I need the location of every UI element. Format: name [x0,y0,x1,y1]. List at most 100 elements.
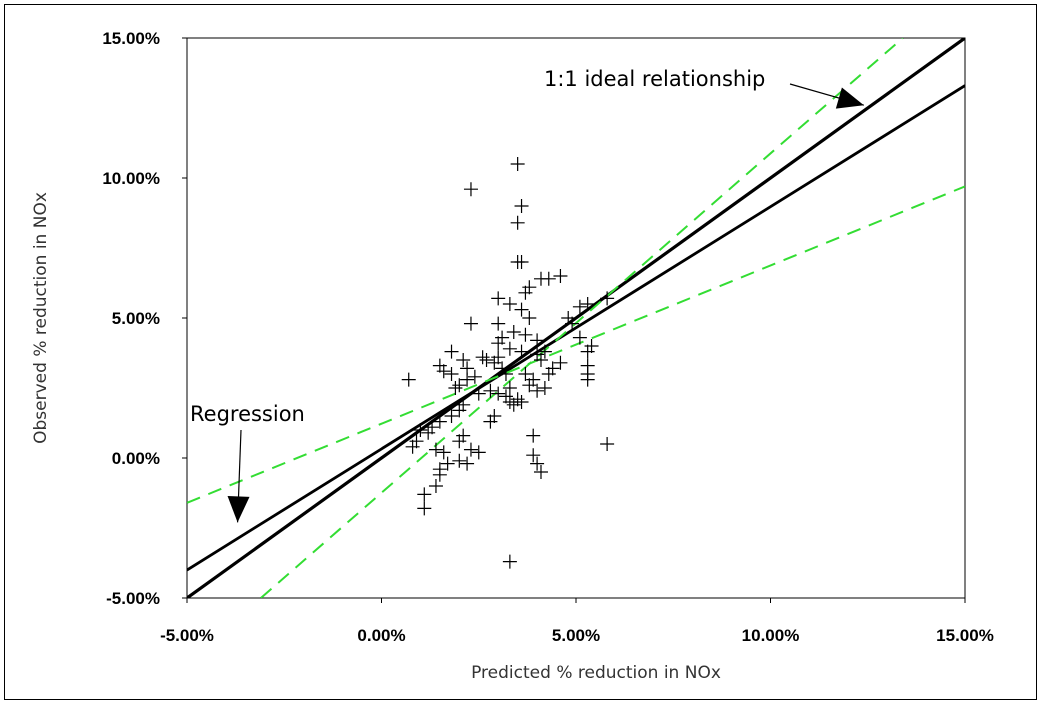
data-point [467,369,482,384]
y-tick-label: -5.00% [106,589,160,608]
y-axis-ticks: -5.00% 0.00% 5.00% 10.00% 15.00% [102,29,187,608]
data-point [417,501,432,516]
data-point [561,311,576,325]
data-point [530,347,545,362]
data-point [502,341,517,356]
data-point [432,467,447,482]
data-point [491,316,506,331]
data-point [530,333,545,348]
x-axis-title: Predicted % reduction in NOx [471,663,721,683]
points-layer [401,157,615,569]
data-point [545,361,560,376]
data-point [456,397,471,412]
data-point [510,392,525,407]
data-point [460,372,475,387]
data-point [553,355,568,370]
data-point [444,367,459,381]
data-point [452,403,467,418]
data-point [526,428,541,443]
data-point [452,453,467,468]
data-point [541,367,556,381]
data-point [522,280,537,295]
x-tick-label: 5.00% [552,626,600,645]
data-point [541,271,556,286]
data-point [495,330,510,345]
y-tick-label: 0.00% [112,449,160,468]
regression-annotation-arrowhead [227,496,250,523]
data-point [409,434,424,449]
data-point [448,381,463,395]
x-tick-label: 0.00% [357,626,405,645]
data-point [444,344,459,359]
data-point [405,439,420,454]
lines-layer [187,38,965,598]
data-point [502,297,517,311]
data-point [580,344,595,359]
data-point [487,409,502,423]
data-point [502,554,517,569]
line-regression [187,84,965,572]
data-point [463,182,478,197]
data-point [498,389,513,404]
data-point [522,378,537,393]
data-point [471,445,486,460]
data-point [460,456,475,471]
data-point [495,361,510,376]
data-point [537,344,552,359]
data-point [565,316,580,331]
x-tick-label: -5.00% [160,626,214,645]
data-point [506,325,521,339]
data-point [471,386,486,401]
data-point [463,316,478,331]
data-point [518,285,533,300]
data-point [518,367,533,381]
x-tick-label: 10.00% [742,626,800,645]
data-point [502,395,517,409]
data-point [463,442,478,457]
data-point [530,383,545,398]
line-1-1-ideal [187,38,965,598]
data-point [580,372,595,387]
data-point [580,297,595,311]
data-point [491,386,506,401]
data-point [456,353,471,367]
data-point [487,355,502,370]
data-point [572,330,587,345]
data-point [425,420,440,435]
data-point [483,414,498,429]
data-point [456,428,471,443]
data-point [452,378,467,393]
y-tick-label: 15.00% [102,29,160,48]
y-axis-title: Observed % reduction in NOx [31,192,51,444]
data-point [518,327,533,342]
data-point [436,364,451,379]
data-point [479,353,494,367]
data-point [584,339,599,353]
data-point [526,372,541,387]
data-point [553,269,568,283]
data-point [522,311,537,325]
data-point [440,456,455,471]
data-point [413,423,428,437]
data-point [428,479,443,493]
data-point [510,215,525,230]
data-point [514,199,529,213]
data-point [401,372,416,387]
data-point [498,367,513,381]
data-point [514,395,529,409]
data-point [417,487,432,502]
x-tick-label: 15.00% [936,626,994,645]
ideal-annotation-label: 1:1 ideal relationship [544,67,765,91]
y-tick-label: 5.00% [112,309,160,328]
line-upper-confidence [260,38,904,598]
data-point [452,434,467,449]
data-point [506,397,521,412]
data-point [530,456,545,471]
ideal-annotation-arrowhead [835,87,864,109]
y-tick-label: 10.00% [102,169,160,188]
data-point [432,358,447,373]
data-point [428,442,443,457]
data-point [436,445,451,460]
data-point [444,409,459,423]
